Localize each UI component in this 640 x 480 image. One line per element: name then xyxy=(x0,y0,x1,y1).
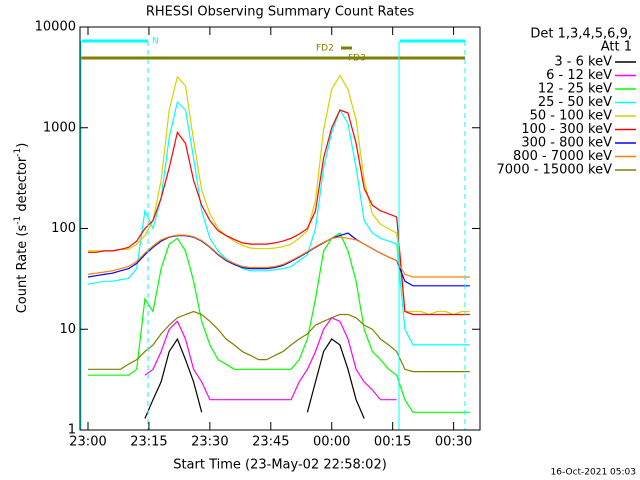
y-tick-label: 10 xyxy=(59,322,76,337)
series-line xyxy=(144,337,365,419)
legend-header: Det 1,3,4,5,6,9, xyxy=(530,27,632,42)
x-tick-label: 23:45 xyxy=(252,435,289,450)
y-tick-label: 10000 xyxy=(35,20,76,35)
x-tick-label: 00:15 xyxy=(374,435,411,450)
y-tick-label: 1 xyxy=(68,423,76,438)
y-label-part: -1 xyxy=(13,148,23,157)
series-line xyxy=(88,310,470,373)
x-tick-label: 23:15 xyxy=(130,435,167,450)
y-label-part: detector xyxy=(15,156,30,216)
x-tick-label: 23:00 xyxy=(69,435,106,450)
legend-label: 50 - 100 keV xyxy=(530,109,613,124)
legend-label: 800 - 7000 keV xyxy=(513,149,612,164)
flags: N FD2 FD3 xyxy=(80,37,466,430)
legend-label: 12 - 25 keV xyxy=(538,82,612,97)
y-label-part: ) xyxy=(15,143,30,148)
legend-label: 100 - 300 keV xyxy=(521,122,612,137)
plot-area xyxy=(87,74,470,419)
footer: 16-Oct-2021 05:03 xyxy=(551,468,636,478)
series-line xyxy=(88,74,470,316)
series-line xyxy=(87,234,470,278)
series-line xyxy=(88,109,470,316)
series-line xyxy=(144,317,397,401)
series-line xyxy=(88,232,470,413)
legend-label: 25 - 50 keV xyxy=(538,95,612,110)
y-axis-label: Count Rate (s-1 detector-1) xyxy=(13,143,30,314)
legend-label: 3 - 6 keV xyxy=(554,55,612,70)
series-line xyxy=(87,232,470,287)
y-tick-label: 1000 xyxy=(43,120,76,135)
annotation: FD3 xyxy=(348,54,366,64)
x-tick-label: 00:00 xyxy=(313,435,350,450)
y-label-part: Count Rate (s xyxy=(15,225,30,314)
legend-label: 7000 - 15000 keV xyxy=(497,163,613,178)
annotation: FD2 xyxy=(316,44,334,54)
x-tick-label: 23:30 xyxy=(191,435,228,450)
y-label-part: -1 xyxy=(13,216,23,225)
y-tick-label: 100 xyxy=(51,221,76,236)
annotation: N xyxy=(152,37,159,47)
x-axis-label: Start Time (23-May-02 22:58:02) xyxy=(173,458,387,473)
chart-title: RHESSI Observing Summary Count Rates xyxy=(146,5,415,20)
legend-label: 300 - 800 keV xyxy=(521,136,612,151)
legend-label: 6 - 12 keV xyxy=(546,68,612,83)
legend-header: Att 1 xyxy=(601,40,632,55)
series-line xyxy=(87,100,470,346)
x-tick-label: 00:30 xyxy=(435,435,472,450)
